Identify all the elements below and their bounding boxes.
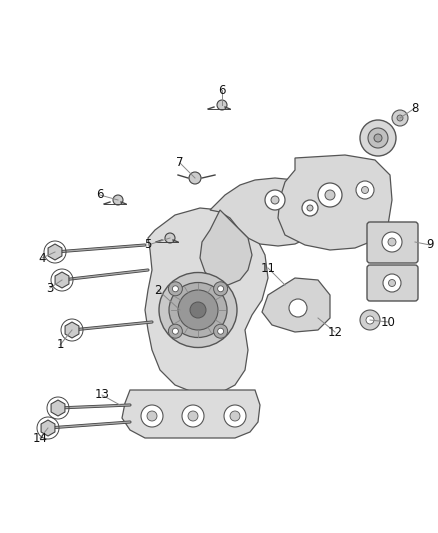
Text: 6: 6 [96,189,104,201]
Polygon shape [262,278,330,332]
Circle shape [361,187,368,193]
Ellipse shape [169,282,227,337]
Circle shape [360,120,396,156]
Text: 13: 13 [95,389,110,401]
Circle shape [360,310,380,330]
Circle shape [218,328,224,334]
Circle shape [113,195,123,205]
Circle shape [173,328,178,334]
Circle shape [392,110,408,126]
Polygon shape [145,208,268,393]
Circle shape [374,134,382,142]
Circle shape [218,286,224,292]
Circle shape [383,274,401,292]
Polygon shape [210,178,322,246]
Circle shape [230,411,240,421]
Circle shape [178,290,218,330]
Text: 9: 9 [426,238,434,252]
Circle shape [168,324,182,338]
Text: 11: 11 [261,262,276,274]
Text: 2: 2 [154,284,162,296]
Circle shape [190,302,206,318]
Circle shape [265,190,285,210]
Text: 4: 4 [38,252,46,264]
Circle shape [182,405,204,427]
Text: 14: 14 [32,432,47,445]
Circle shape [382,232,402,252]
Polygon shape [200,210,252,285]
Text: 1: 1 [56,338,64,351]
Circle shape [302,200,318,216]
Circle shape [214,282,228,296]
Text: 7: 7 [176,157,184,169]
Circle shape [217,100,227,110]
FancyBboxPatch shape [367,222,418,263]
Circle shape [366,316,374,324]
Circle shape [165,233,175,243]
Circle shape [307,205,313,211]
Circle shape [325,190,335,200]
Text: 6: 6 [218,84,226,96]
Text: 3: 3 [46,281,54,295]
Circle shape [388,238,396,246]
Circle shape [356,181,374,199]
Polygon shape [278,155,392,250]
Circle shape [389,279,396,287]
Circle shape [188,411,198,421]
Circle shape [147,411,157,421]
Circle shape [318,183,342,207]
Ellipse shape [159,272,237,348]
Circle shape [189,172,201,184]
Text: 8: 8 [411,101,419,115]
Circle shape [173,286,178,292]
Circle shape [141,405,163,427]
Circle shape [271,196,279,204]
Circle shape [368,128,388,148]
Polygon shape [122,390,260,438]
Circle shape [397,115,403,121]
Text: 5: 5 [144,238,152,252]
Text: 10: 10 [381,316,396,328]
FancyBboxPatch shape [367,265,418,301]
Text: 12: 12 [328,326,343,338]
Circle shape [224,405,246,427]
Circle shape [214,324,228,338]
Circle shape [168,282,182,296]
Circle shape [289,299,307,317]
